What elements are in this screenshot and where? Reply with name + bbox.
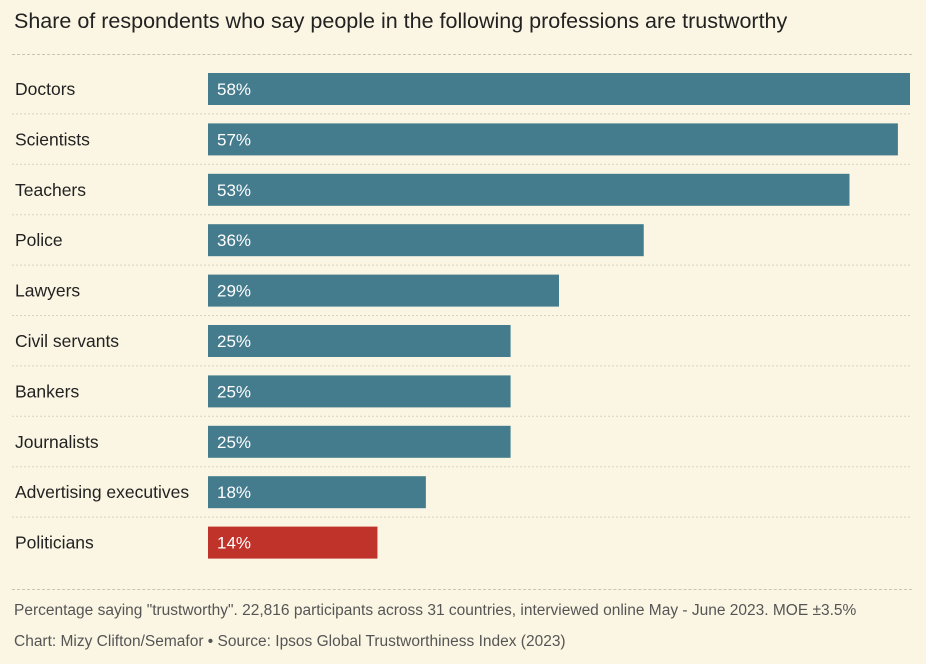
category-label-advertising-executives: Advertising executives [15, 482, 189, 502]
value-label-bankers: 25% [217, 382, 251, 401]
bar-doctors [208, 73, 910, 105]
bar-journalists [208, 425, 511, 458]
bar-advertising-executives [208, 476, 426, 509]
value-label-teachers: 53% [217, 181, 251, 200]
value-label-politicians: 14% [217, 534, 251, 553]
value-label-journalists: 25% [217, 433, 251, 452]
title-divider [12, 54, 912, 55]
chart-title: Share of respondents who say people in t… [14, 9, 788, 33]
methodology-note: Percentage saying "trustworthy". 22,816 … [14, 602, 857, 619]
source-credit: Chart: Mizy Clifton/Semafor • Source: Ip… [14, 633, 566, 650]
bar-police [208, 224, 644, 257]
category-label-scientists: Scientists [15, 129, 90, 149]
category-label-civil-servants: Civil servants [15, 331, 119, 351]
bar-politicians [208, 526, 378, 559]
category-label-bankers: Bankers [15, 381, 79, 401]
category-label-lawyers: Lawyers [15, 281, 80, 301]
category-label-journalists: Journalists [15, 432, 99, 452]
bar-chart: Doctors 58% Scientists 57% Teachers 53% Police… [12, 73, 912, 559]
bar-bankers [208, 375, 511, 408]
value-label-scientists: 57% [217, 130, 251, 149]
category-label-politicians: Politicians [15, 533, 94, 553]
bar-civil-servants [208, 325, 511, 357]
value-label-doctors: 58% [217, 80, 251, 99]
footer-divider [12, 589, 912, 590]
value-label-police: 36% [217, 231, 251, 250]
bar-lawyers [208, 274, 559, 307]
value-label-lawyers: 29% [217, 282, 251, 301]
value-label-advertising-executives: 18% [217, 483, 251, 502]
category-label-police: Police [15, 230, 63, 250]
bar-scientists [208, 123, 898, 156]
category-label-doctors: Doctors [15, 79, 76, 99]
value-label-civil-servants: 25% [217, 332, 251, 351]
bar-teachers [208, 173, 850, 206]
category-label-teachers: Teachers [15, 180, 86, 200]
